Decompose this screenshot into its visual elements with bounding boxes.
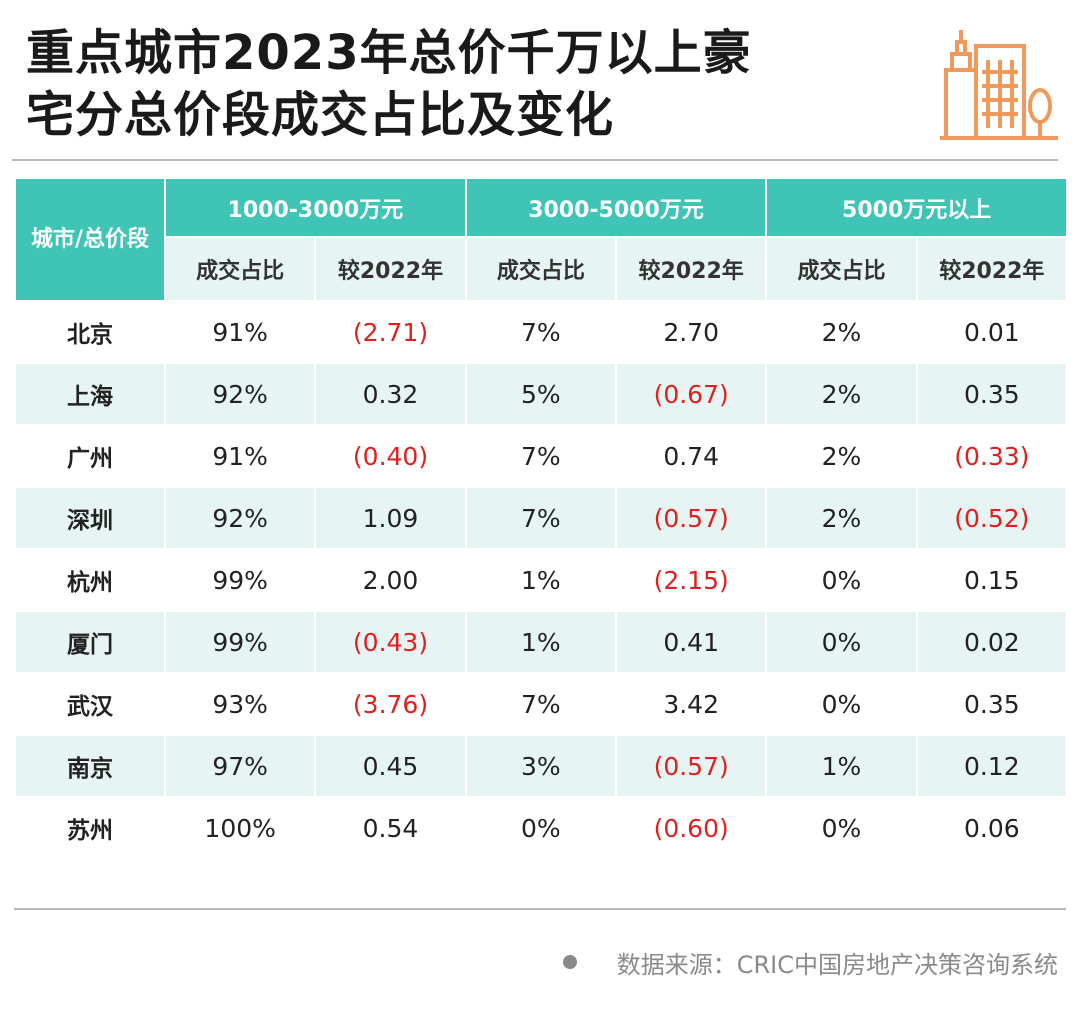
change-cell: 0.06 [915, 796, 1068, 860]
change-cell: 0.02 [915, 610, 1068, 674]
share-cell: 2% [765, 300, 918, 364]
share-cell: 91% [163, 300, 317, 364]
share-cell: 93% [163, 672, 317, 736]
title-divider [12, 159, 1058, 161]
change-cell: (3.76) [314, 672, 467, 736]
change-cell: (0.33) [915, 424, 1068, 488]
change-cell: 2.70 [614, 300, 768, 364]
change-cell: 1.09 [314, 486, 467, 550]
change-cell: 3.42 [614, 672, 768, 736]
title-line-1: 重点城市2023年总价千万以上豪 [26, 25, 752, 81]
group-header-1000-3000: 1000-3000万元 [164, 177, 467, 238]
share-cell: 5% [464, 362, 617, 426]
city-cell: 厦门 [14, 610, 166, 674]
table-row: 广州 91% (0.40) 7% 0.74 2% (0.33) [14, 424, 1068, 488]
table-row: 上海 92% 0.32 5% (0.67) 2% 0.35 [14, 362, 1068, 426]
share-cell: 100% [163, 796, 317, 860]
share-cell: 99% [163, 610, 317, 674]
city-cell: 杭州 [14, 548, 166, 612]
change-cell: (0.57) [614, 486, 768, 550]
share-cell: 1% [464, 610, 617, 674]
table-row: 杭州 99% 2.00 1% (2.15) 0% 0.15 [14, 548, 1068, 612]
change-cell: 0.32 [314, 362, 467, 426]
share-cell: 2% [765, 486, 918, 550]
subheader-share: 成交占比 [464, 236, 617, 302]
change-cell: (2.71) [314, 300, 467, 364]
change-cell: 0.74 [614, 424, 768, 488]
table-row: 北京 91% (2.71) 7% 2.70 2% 0.01 [14, 300, 1068, 364]
share-cell: 1% [464, 548, 617, 612]
subheader-share: 成交占比 [163, 236, 317, 302]
share-cell: 92% [163, 362, 317, 426]
change-cell: (0.40) [314, 424, 467, 488]
table-row: 武汉 93% (3.76) 7% 3.42 0% 0.35 [14, 672, 1068, 736]
bullet-dot-icon [562, 955, 577, 969]
change-cell: 0.35 [915, 362, 1068, 426]
subheader-change: 较2022年 [915, 236, 1068, 302]
share-cell: 3% [464, 734, 617, 798]
bottom-divider [14, 908, 1066, 910]
share-cell: 1% [765, 734, 918, 798]
change-cell: 0.01 [915, 300, 1068, 364]
group-header-3000-5000: 3000-5000万元 [464, 177, 768, 238]
share-cell: 97% [163, 734, 317, 798]
change-cell: (0.43) [314, 610, 467, 674]
share-cell: 0% [765, 548, 918, 612]
page-title: 重点城市2023年总价千万以上豪 宅分总价段成交占比及变化 [26, 22, 906, 146]
share-cell: 7% [464, 486, 617, 550]
data-table: 城市/总价段 1000-3000万元 3000-5000万元 5000万元以上 … [14, 177, 1068, 860]
city-cell: 广州 [14, 424, 166, 488]
subheader-change: 较2022年 [314, 236, 467, 302]
subheader-change: 较2022年 [614, 236, 768, 302]
table-row: 南京 97% 0.45 3% (0.57) 1% 0.12 [14, 734, 1068, 798]
change-cell: (0.67) [614, 362, 768, 426]
city-cell: 南京 [14, 734, 166, 798]
share-cell: 0% [464, 796, 617, 860]
share-cell: 7% [464, 424, 617, 488]
change-cell: 0.15 [915, 548, 1068, 612]
change-cell: (0.57) [614, 734, 768, 798]
table-row: 苏州 100% 0.54 0% (0.60) 0% 0.06 [14, 796, 1068, 860]
share-cell: 2% [765, 424, 918, 488]
share-cell: 0% [765, 672, 918, 736]
change-cell: (2.15) [614, 548, 768, 612]
share-cell: 0% [765, 610, 918, 674]
source-text: 数据来源：CRIC中国房地产决策咨询系统 [616, 950, 1058, 979]
share-cell: 91% [163, 424, 317, 488]
city-cell: 武汉 [14, 672, 166, 736]
change-cell: 0.41 [614, 610, 768, 674]
share-cell: 99% [163, 548, 317, 612]
subheader-share: 成交占比 [765, 236, 918, 302]
share-cell: 0% [765, 796, 918, 860]
city-cell: 苏州 [14, 796, 166, 860]
change-cell: 0.45 [314, 734, 467, 798]
share-cell: 2% [765, 362, 918, 426]
source-note: 数据来源：CRIC中国房地产决策咨询系统 [562, 942, 1058, 982]
change-cell: 0.12 [915, 734, 1068, 798]
table-row: 厦门 99% (0.43) 1% 0.41 0% 0.02 [14, 610, 1068, 674]
change-cell: (0.52) [915, 486, 1068, 550]
share-cell: 92% [163, 486, 317, 550]
change-cell: (0.60) [614, 796, 768, 860]
city-cell: 北京 [14, 300, 166, 364]
city-buildings-icon [940, 30, 1058, 140]
table-row: 深圳 92% 1.09 7% (0.57) 2% (0.52) [14, 486, 1068, 550]
group-header-5000-plus: 5000万元以上 [765, 177, 1068, 238]
change-cell: 0.35 [915, 672, 1068, 736]
city-cell: 深圳 [14, 486, 166, 550]
share-cell: 7% [464, 300, 617, 364]
title-line-2: 宅分总价段成交占比及变化 [26, 87, 615, 143]
change-cell: 2.00 [314, 548, 467, 612]
city-header: 城市/总价段 [14, 177, 166, 302]
city-cell: 上海 [14, 362, 166, 426]
share-cell: 7% [464, 672, 617, 736]
change-cell: 0.54 [314, 796, 467, 860]
